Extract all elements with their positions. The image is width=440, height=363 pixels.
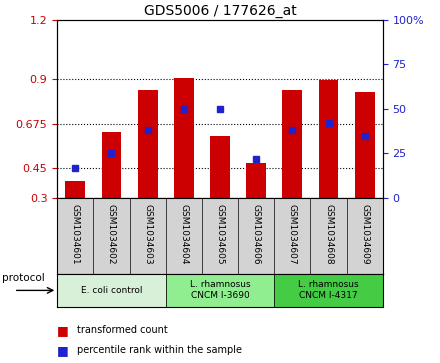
Bar [282, 90, 302, 198]
Text: transformed count: transformed count [77, 325, 168, 335]
Text: GSM1034606: GSM1034606 [252, 204, 260, 265]
Bar [210, 135, 230, 198]
Bar [355, 92, 375, 198]
Bar [166, 274, 274, 307]
Text: GSM1034602: GSM1034602 [107, 204, 116, 264]
Text: L. rhamnosus
CNCM I-4317: L. rhamnosus CNCM I-4317 [298, 280, 359, 301]
Text: protocol: protocol [2, 273, 45, 283]
Bar [102, 132, 121, 198]
Text: L. rhamnosus
CNCM I-3690: L. rhamnosus CNCM I-3690 [190, 280, 250, 301]
Bar [66, 181, 85, 198]
Text: GSM1034604: GSM1034604 [180, 204, 188, 264]
Text: GSM1034609: GSM1034609 [360, 204, 369, 265]
Text: percentile rank within the sample: percentile rank within the sample [77, 345, 242, 355]
Bar [174, 78, 194, 198]
Bar [246, 163, 266, 198]
Text: GSM1034601: GSM1034601 [71, 204, 80, 265]
Text: GSM1034605: GSM1034605 [216, 204, 224, 265]
Text: ■: ■ [57, 344, 69, 357]
Text: GSM1034608: GSM1034608 [324, 204, 333, 265]
Text: ■: ■ [57, 324, 69, 337]
Bar [319, 80, 338, 198]
Bar [274, 274, 383, 307]
Bar [57, 274, 166, 307]
Text: GSM1034607: GSM1034607 [288, 204, 297, 265]
Title: GDS5006 / 177626_at: GDS5006 / 177626_at [143, 4, 297, 17]
Text: GSM1034603: GSM1034603 [143, 204, 152, 265]
Bar [138, 90, 158, 198]
Text: E. coli control: E. coli control [81, 286, 142, 295]
